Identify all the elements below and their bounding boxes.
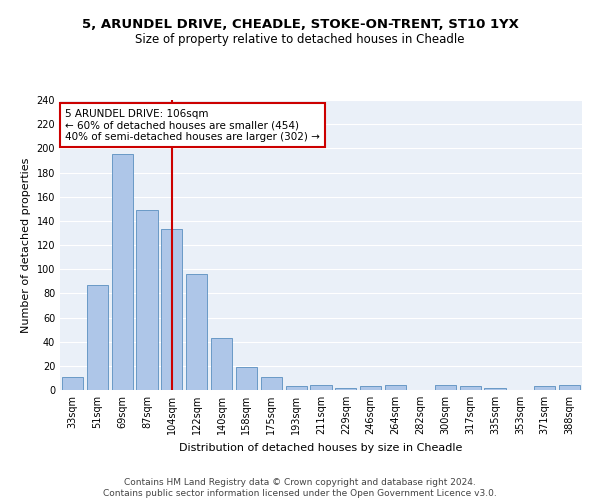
Bar (136, 210, 158, 390)
Bar (335, 388, 356, 390)
Bar (559, 385, 580, 390)
Text: Contains HM Land Registry data © Crown copyright and database right 2024.
Contai: Contains HM Land Registry data © Crown c… (103, 478, 497, 498)
Bar (87, 285, 108, 390)
Bar (385, 385, 406, 390)
Bar (112, 154, 133, 390)
Bar (534, 386, 555, 390)
Bar (261, 376, 282, 390)
Bar (484, 388, 506, 390)
Bar (236, 367, 257, 390)
Bar (211, 338, 232, 390)
Bar (460, 386, 481, 390)
X-axis label: Distribution of detached houses by size in Cheadle: Distribution of detached houses by size … (179, 442, 463, 452)
Bar (435, 385, 456, 390)
Bar (310, 385, 332, 390)
Y-axis label: Number of detached properties: Number of detached properties (21, 158, 31, 332)
Bar (286, 386, 307, 390)
Text: 5, ARUNDEL DRIVE, CHEADLE, STOKE-ON-TRENT, ST10 1YX: 5, ARUNDEL DRIVE, CHEADLE, STOKE-ON-TREN… (82, 18, 518, 30)
Bar (161, 230, 182, 390)
Bar (62, 376, 83, 390)
Text: Size of property relative to detached houses in Cheadle: Size of property relative to detached ho… (135, 32, 465, 46)
Text: 5 ARUNDEL DRIVE: 106sqm
← 60% of detached houses are smaller (454)
40% of semi-d: 5 ARUNDEL DRIVE: 106sqm ← 60% of detache… (65, 108, 320, 142)
Bar (186, 274, 207, 390)
Bar (360, 386, 381, 390)
